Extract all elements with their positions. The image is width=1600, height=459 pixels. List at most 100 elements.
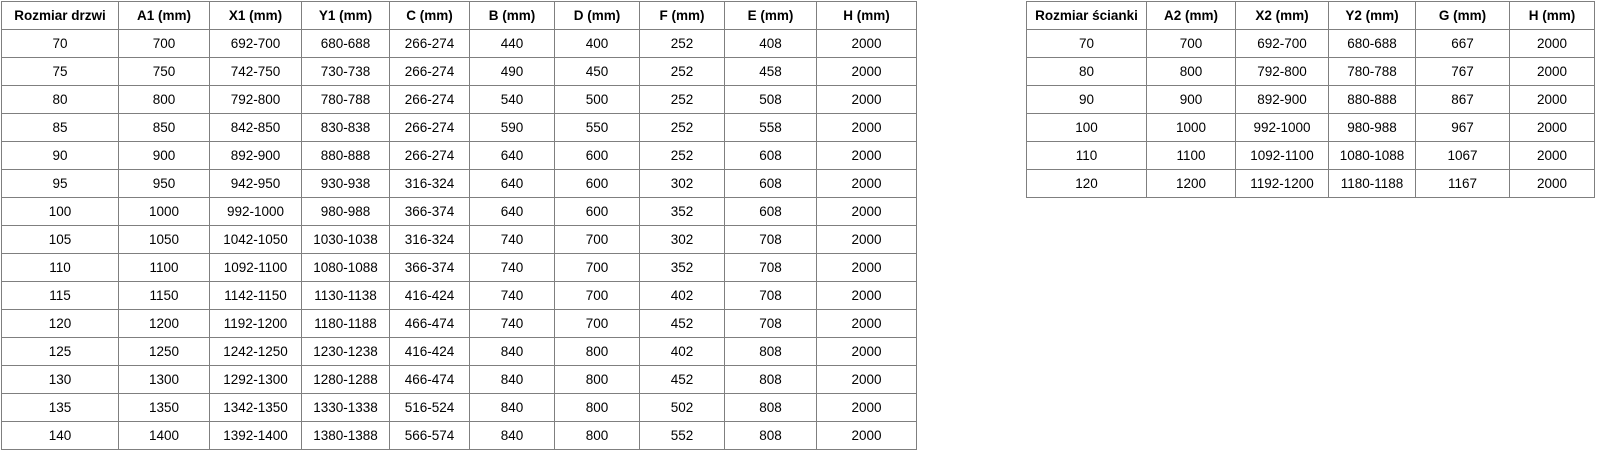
table-cell: 2000: [816, 225, 917, 254]
table-cell: 2000: [816, 253, 917, 282]
table-row: 80 800 792-800 780-788 767 2000: [1026, 57, 1595, 86]
table-cell: 2000: [816, 57, 917, 86]
table-cell: 750: [118, 57, 210, 86]
table-cell: 1192-1200: [1235, 169, 1329, 198]
table-cell: 1250: [118, 337, 210, 366]
table-cell: 352: [639, 253, 725, 282]
table-cell: 540: [469, 85, 555, 114]
table-cell: 780-788: [301, 85, 390, 114]
table-cell: 840: [469, 337, 555, 366]
table-cell: 700: [1146, 29, 1236, 58]
row-size-cell: 130: [1, 365, 119, 394]
table-cell: 252: [639, 57, 725, 86]
table-cell: 500: [554, 85, 640, 114]
column-header: C (mm): [389, 1, 470, 30]
table-row: 70 700 692-700 680-688 667 2000: [1026, 29, 1595, 58]
table-cell: 2000: [816, 169, 917, 198]
table-cell: 266-274: [389, 141, 470, 170]
row-size-cell: 85: [1, 113, 119, 142]
table-row: 130 1300 1292-1300 1280-1288 466-474 840 800 45…: [1, 365, 917, 394]
table-cell: 930-938: [301, 169, 390, 198]
table-cell: 2000: [816, 29, 917, 58]
table-cell: 316-324: [389, 225, 470, 254]
row-size-cell: 110: [1026, 141, 1147, 170]
table-row: 125 1250 1242-1250 1230-1238 416-424 840 800 40…: [1, 337, 917, 366]
table-cell: 800: [118, 85, 210, 114]
column-header: A1 (mm): [118, 1, 210, 30]
table-cell: 700: [554, 253, 640, 282]
table-cell: 1292-1300: [209, 365, 302, 394]
table-cell: 2000: [1509, 85, 1595, 114]
table-cell: 840: [469, 393, 555, 422]
table-cell: 590: [469, 113, 555, 142]
table-cell: 2000: [816, 141, 917, 170]
table-cell: 708: [724, 309, 817, 338]
column-header: G (mm): [1415, 1, 1510, 30]
table-cell: 2000: [816, 85, 917, 114]
table-cell: 1300: [118, 365, 210, 394]
table-cell: 2000: [816, 281, 917, 310]
table-cell: 740: [469, 225, 555, 254]
row-size-cell: 80: [1026, 57, 1147, 86]
column-header: D (mm): [554, 1, 640, 30]
table-cell: 440: [469, 29, 555, 58]
table-cell: 1142-1150: [209, 281, 302, 310]
table-cell: 2000: [1509, 113, 1595, 142]
table-cell: 1392-1400: [209, 421, 302, 450]
table-cell: 800: [554, 393, 640, 422]
table-cell: 1380-1388: [301, 421, 390, 450]
table-cell: 700: [554, 309, 640, 338]
row-size-cell: 70: [1026, 29, 1147, 58]
table-row: 85 850 842-850 830-838 266-274 590 550 252 558 20…: [1, 113, 917, 142]
column-header: H (mm): [1509, 1, 1595, 30]
column-header: Rozmiar ścianki: [1026, 1, 1147, 30]
table-row: 135 1350 1342-1350 1330-1338 516-524 840 800 50…: [1, 393, 917, 422]
column-header: H (mm): [816, 1, 917, 30]
row-size-cell: 110: [1, 253, 119, 282]
column-header: Y2 (mm): [1328, 1, 1416, 30]
table-cell: 880-888: [301, 141, 390, 170]
column-header: Rozmiar drzwi: [1, 1, 119, 30]
table-cell: 1030-1038: [301, 225, 390, 254]
table-cell: 2000: [1509, 141, 1595, 170]
row-size-cell: 120: [1, 309, 119, 338]
table-cell: 1350: [118, 393, 210, 422]
row-size-cell: 90: [1, 141, 119, 170]
table-row: 80 800 792-800 780-788 266-274 540 500 252 508 20…: [1, 85, 917, 114]
table-cell: 2000: [816, 197, 917, 226]
header-row: Rozmiar ścianki A2 (mm) X2 (mm) Y2 (mm) G (m…: [1026, 1, 1595, 30]
column-header: Y1 (mm): [301, 1, 390, 30]
table-cell: 1080-1088: [1328, 141, 1416, 170]
table-cell: 452: [639, 365, 725, 394]
table-cell: 252: [639, 85, 725, 114]
table-cell: 800: [554, 421, 640, 450]
row-size-cell: 75: [1, 57, 119, 86]
table-cell: 2000: [816, 337, 917, 366]
table-cell: 1042-1050: [209, 225, 302, 254]
table-cell: 466-474: [389, 309, 470, 338]
table-cell: 608: [724, 169, 817, 198]
table-cell: 1280-1288: [301, 365, 390, 394]
table-cell: 692-700: [1235, 29, 1329, 58]
row-size-cell: 125: [1, 337, 119, 366]
table-cell: 740: [469, 281, 555, 310]
table-cell: 508: [724, 85, 817, 114]
table-cell: 708: [724, 225, 817, 254]
table-cell: 502: [639, 393, 725, 422]
column-header: E (mm): [724, 1, 817, 30]
table-cell: 366-374: [389, 197, 470, 226]
row-size-cell: 90: [1026, 85, 1147, 114]
table-cell: 992-1000: [1235, 113, 1329, 142]
table-cell: 708: [724, 253, 817, 282]
table-cell: 900: [118, 141, 210, 170]
table-cell: 1130-1138: [301, 281, 390, 310]
table-row: 100 1000 992-1000 980-988 366-374 640 600 352 60…: [1, 197, 917, 226]
column-header: A2 (mm): [1146, 1, 1236, 30]
table-cell: 1200: [118, 309, 210, 338]
table-cell: 808: [724, 421, 817, 450]
table-cell: 252: [639, 113, 725, 142]
table-cell: 700: [554, 281, 640, 310]
table-cell: 552: [639, 421, 725, 450]
table-cell: 266-274: [389, 113, 470, 142]
table-row: 120 1200 1192-1200 1180-1188 1167 2000: [1026, 169, 1595, 198]
